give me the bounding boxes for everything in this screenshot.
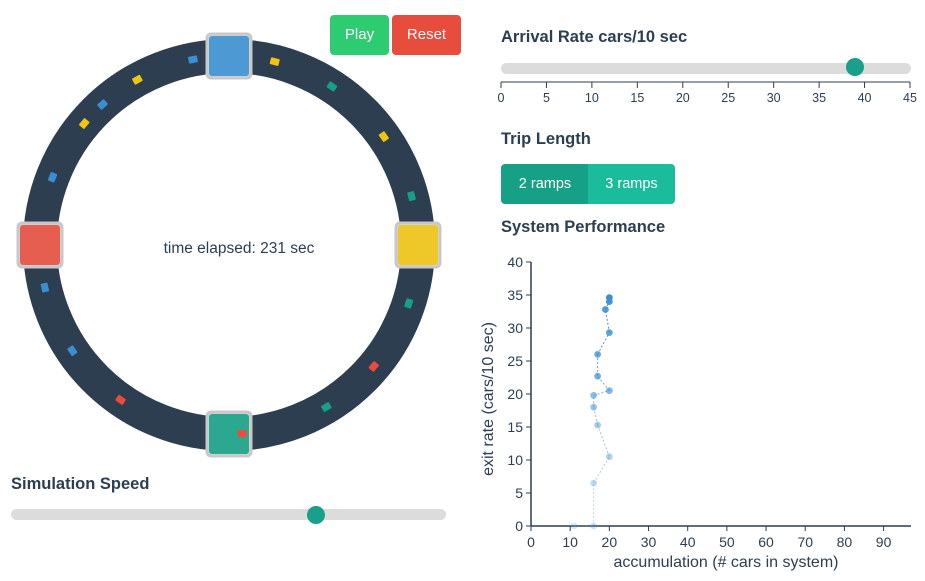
chart-x-tick-label: 70 — [797, 534, 813, 550]
simulation-ring: time elapsed: 231 sec — [16, 32, 442, 458]
car-yellow — [378, 131, 389, 142]
trip-length-3-ramps-button[interactable]: 3 ramps — [588, 164, 675, 204]
chart-x-tick-label: 30 — [641, 534, 657, 550]
chart-y-tick-label: 35 — [507, 287, 523, 303]
arrival-tick-label: 0 — [498, 91, 505, 105]
chart-point — [590, 403, 598, 411]
chart-y-tick-label: 10 — [507, 452, 523, 468]
car-green — [407, 191, 416, 202]
arrival-rate-slider[interactable] — [501, 63, 911, 74]
ramp-top — [205, 32, 253, 80]
arrival-tick-label: 10 — [585, 91, 599, 105]
chart-connector — [604, 309, 610, 333]
chart-connector — [597, 424, 610, 457]
chart-y-tick-label: 25 — [507, 353, 523, 369]
car-red — [237, 429, 247, 438]
chart-x-tick-label: 50 — [719, 534, 735, 550]
chart-connector — [597, 332, 610, 355]
chart-point — [605, 387, 613, 395]
chart-x-axis-label: accumulation (# cars in system) — [614, 554, 839, 571]
chart-x-tick-label: 0 — [527, 534, 535, 550]
system-performance-chart: 0 10 20 30 40 50 60 70 80 90 0 5 10 15 20 25 30 35 40 accu… — [480, 254, 911, 571]
chart-connector — [593, 407, 599, 426]
arrival-rate-thumb[interactable] — [846, 58, 865, 76]
chart-point — [605, 329, 613, 337]
car-blue — [97, 99, 108, 110]
arrival-rate-axis: 0 5 10 15 20 25 30 35 40 45 — [498, 81, 917, 105]
chart-y-tick-label: 0 — [515, 518, 523, 534]
trip-length-label: Trip Length — [501, 130, 591, 148]
arrival-rate-label: Arrival Rate cars/10 sec — [501, 28, 688, 46]
play-button[interactable]: Play — [330, 15, 389, 55]
reset-button[interactable]: Reset — [392, 15, 461, 55]
arrival-tick-label: 30 — [767, 91, 781, 105]
trip-length-2-ramps-button[interactable]: 2 ramps — [501, 164, 589, 204]
chart-title: System Performance — [501, 218, 666, 236]
arrival-tick-label: 15 — [630, 91, 644, 105]
car-green — [404, 298, 414, 309]
chart-x-tick-label: 60 — [758, 534, 774, 550]
chart-x-tick-label: 10 — [562, 534, 578, 550]
chart-x-tick-label: 40 — [680, 534, 696, 550]
chart-y-tick-label: 5 — [515, 485, 523, 501]
car-blue — [67, 345, 78, 356]
chart-y-tick-label: 40 — [507, 254, 523, 270]
ramp-bottom — [205, 410, 253, 458]
chart-x-tick-label: 90 — [876, 534, 892, 550]
chart-connector — [597, 375, 610, 392]
car-blue — [188, 55, 198, 64]
car-red — [115, 394, 126, 405]
chart-point — [590, 522, 598, 530]
arrival-tick-label: 40 — [858, 91, 872, 105]
chart-point — [594, 351, 601, 358]
chart-point — [594, 372, 601, 380]
chart-point — [570, 522, 578, 530]
chart-y-tick-label: 20 — [507, 386, 523, 402]
chart-x-tick-label: 20 — [602, 534, 618, 550]
chart-y-tick-label: 15 — [507, 419, 523, 435]
arrival-tick-label: 5 — [543, 91, 550, 105]
simulation-speed-label: Simulation Speed — [11, 475, 150, 493]
chart-point — [602, 306, 609, 313]
chart-y-axis-label: exit rate (cars/10 sec) — [480, 322, 497, 476]
car-yellow — [132, 74, 143, 85]
arrival-tick-label: 20 — [676, 91, 690, 105]
chart-point — [590, 479, 598, 487]
chart-point — [594, 421, 601, 429]
arrival-tick-label: 45 — [903, 91, 917, 105]
car-blue — [40, 282, 50, 293]
time-elapsed-text: time elapsed: 231 sec — [164, 240, 315, 257]
arrival-tick-label: 35 — [812, 91, 826, 105]
car-green — [321, 402, 332, 412]
arrival-tick-label: 25 — [721, 91, 735, 105]
chart-point — [590, 391, 598, 399]
car-blue — [47, 172, 58, 183]
ramp-right — [394, 221, 442, 269]
ramp-left — [16, 221, 64, 269]
simulation-speed-thumb[interactable] — [306, 506, 325, 524]
chart-x-tick-label: 80 — [837, 534, 853, 550]
simulation-speed-slider[interactable] — [11, 509, 446, 520]
chart-point — [605, 294, 613, 302]
chart-y-tick-label: 30 — [507, 320, 523, 336]
chart-point — [605, 453, 613, 461]
car-green — [326, 81, 338, 92]
car-yellow — [79, 118, 90, 129]
chart-connector — [593, 456, 610, 484]
car-red — [368, 361, 379, 372]
car-yellow — [269, 57, 280, 66]
